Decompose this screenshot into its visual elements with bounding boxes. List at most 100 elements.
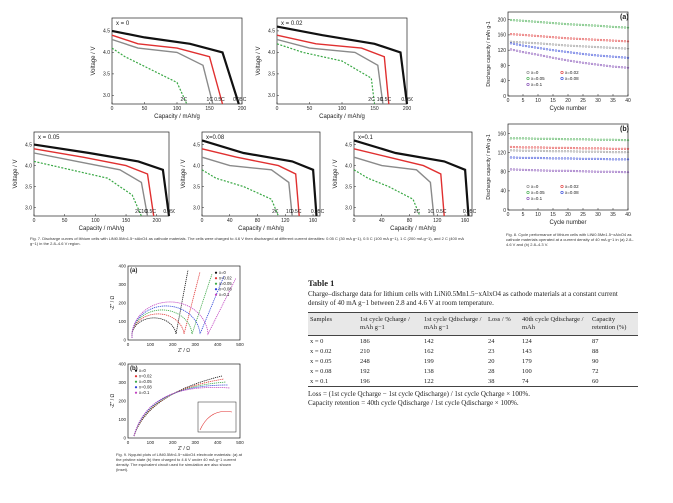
fig7-panel-x002: 0 50 100 150 200 3.0 3.5 4.0 4.5 Capacity / mAh/g… <box>256 17 413 120</box>
series-point-x=0.02 <box>587 38 591 41</box>
series-point-x=0.02 <box>551 146 555 150</box>
series-point-x=0.1 <box>560 58 564 61</box>
x-tick-label: 80 <box>407 218 413 224</box>
legend-marker <box>134 386 138 389</box>
x-tick-label: 35 <box>610 212 616 218</box>
series-point-x=0 <box>587 150 591 153</box>
series-point-x=0.08 <box>560 50 564 53</box>
rate-label-1C: 1C <box>141 209 148 215</box>
series-point-x=0.1 <box>626 66 630 69</box>
table-row: x = 0 186 142 24 124 87 <box>308 335 638 346</box>
series-point-x=0.05 <box>566 23 570 26</box>
series-point-x=0 <box>515 149 519 152</box>
plot-frame <box>33 131 170 217</box>
table-cell: 199 <box>424 357 434 365</box>
series-point-x=0 <box>608 150 612 154</box>
panel-label: x = 0.05 <box>38 135 60 141</box>
series-point-x=0.02 <box>530 34 534 37</box>
series-point-x=0.05 <box>530 20 534 23</box>
series-point-x=0 <box>620 151 624 154</box>
series-point-x=0.1 <box>578 170 582 173</box>
legend-entry: x=0.05 <box>219 281 232 286</box>
series-point-x=0.1 <box>536 169 540 172</box>
series-point-x=0.02 <box>605 147 609 150</box>
y-tick-label: 3.5 <box>25 184 32 190</box>
table-cell: 38 <box>486 376 520 387</box>
series-point-x=0.02 <box>566 37 570 40</box>
series-point-x=0.08 <box>626 158 630 161</box>
series-point-x=0.05 <box>572 138 576 141</box>
y-tick-label: 200 <box>118 399 126 404</box>
x-tick-label: 160 <box>309 218 318 224</box>
series-line-1C <box>201 156 293 217</box>
series-point-x=0.05 <box>509 18 513 22</box>
fig7-caption: Fig. 7. Discharge curves of lithium cell… <box>30 236 464 246</box>
x-tick-label: 0 <box>507 212 510 218</box>
series-point-x=0.02 <box>593 38 597 41</box>
series-point-x=0.02 <box>539 146 543 149</box>
series-point-x=0.02 <box>596 147 600 150</box>
series-point-x=0.05 <box>578 138 582 141</box>
series-point-x=0.1 <box>569 169 573 173</box>
y-tick-label: 0 <box>503 208 506 214</box>
rate-label-0.05C: 0.05C <box>463 209 477 215</box>
series-point-x=0.08 <box>509 156 513 159</box>
series-point-x=0.08 <box>566 157 570 160</box>
series-line-0.5C <box>276 34 390 105</box>
series-point-x=0.08 <box>611 158 615 161</box>
x-tick-label: 50 <box>307 106 313 112</box>
series-point-x=0.1 <box>608 170 612 173</box>
series-point-x=0.02 <box>542 146 546 149</box>
series-point-x=0.1 <box>554 57 558 60</box>
series-point-x=0.1 <box>545 55 549 58</box>
series-point-x=0.1 <box>575 60 579 64</box>
series-point-x=0.05 <box>515 137 519 140</box>
series-point-x=0.08 <box>566 50 570 54</box>
series-point-x=0.02 <box>563 36 567 40</box>
plot-frame <box>127 265 241 341</box>
legend-marker <box>526 191 530 195</box>
legend-marker <box>560 191 564 195</box>
series-point-x=0.05 <box>617 26 621 29</box>
table-cell: x = 0.1 <box>308 376 358 387</box>
series-point-x=0.05 <box>545 21 549 24</box>
y-tick-label: 3.5 <box>193 184 200 190</box>
series-point-x=0.1 <box>542 54 546 58</box>
series-point-x=0.1 <box>617 170 621 174</box>
series-point-x=0.02 <box>563 146 567 150</box>
x-tick-label: 0 <box>127 342 130 347</box>
series-point-x=0.05 <box>623 26 627 29</box>
series-point-x=0.05 <box>521 137 525 140</box>
y-tick-label: 400 <box>118 362 126 367</box>
series-point-x=0.08 <box>584 157 588 161</box>
table-cell: 24 <box>486 335 520 346</box>
series-point-x=0.02 <box>551 36 555 39</box>
series-line-2C <box>201 169 279 217</box>
series-point-x=0.02 <box>569 37 573 40</box>
series-point-x=0.05 <box>569 23 573 26</box>
x-tick-label: 300 <box>191 342 199 347</box>
series-point-x=0.1 <box>590 62 594 66</box>
series-point-x=0 <box>557 150 561 153</box>
plot-frame <box>111 17 243 105</box>
series-point-x=0.02 <box>578 147 582 150</box>
series-point-x=0.02 <box>599 38 603 42</box>
rate-label-0.5C: 0.5C <box>436 209 447 215</box>
x-axis-label: Capacity / mAh/g <box>79 226 125 232</box>
x-tick-label: 100 <box>147 440 155 445</box>
series-point-x=0.02 <box>575 147 579 150</box>
series-point-x=0.08 <box>515 43 519 46</box>
series-point-x=0.1 <box>548 56 552 59</box>
series-point-x=0.02 <box>548 146 552 149</box>
series-point-x=0 <box>530 41 534 45</box>
series-point-x=0 <box>623 47 627 50</box>
panel-label: x=0.08 <box>206 135 225 141</box>
series-point-x=0 <box>590 45 594 48</box>
series-point-x=0.1 <box>608 65 612 68</box>
table1-caption: Charge–discharge data for lithium cells … <box>308 290 618 307</box>
x-tick-label: 200 <box>403 106 412 112</box>
series-point-x=0.08 <box>542 47 546 50</box>
series-point-x=0.08 <box>542 156 546 160</box>
series-point-x=0.1 <box>533 53 537 56</box>
y-tick-label: 4.5 <box>345 142 352 148</box>
